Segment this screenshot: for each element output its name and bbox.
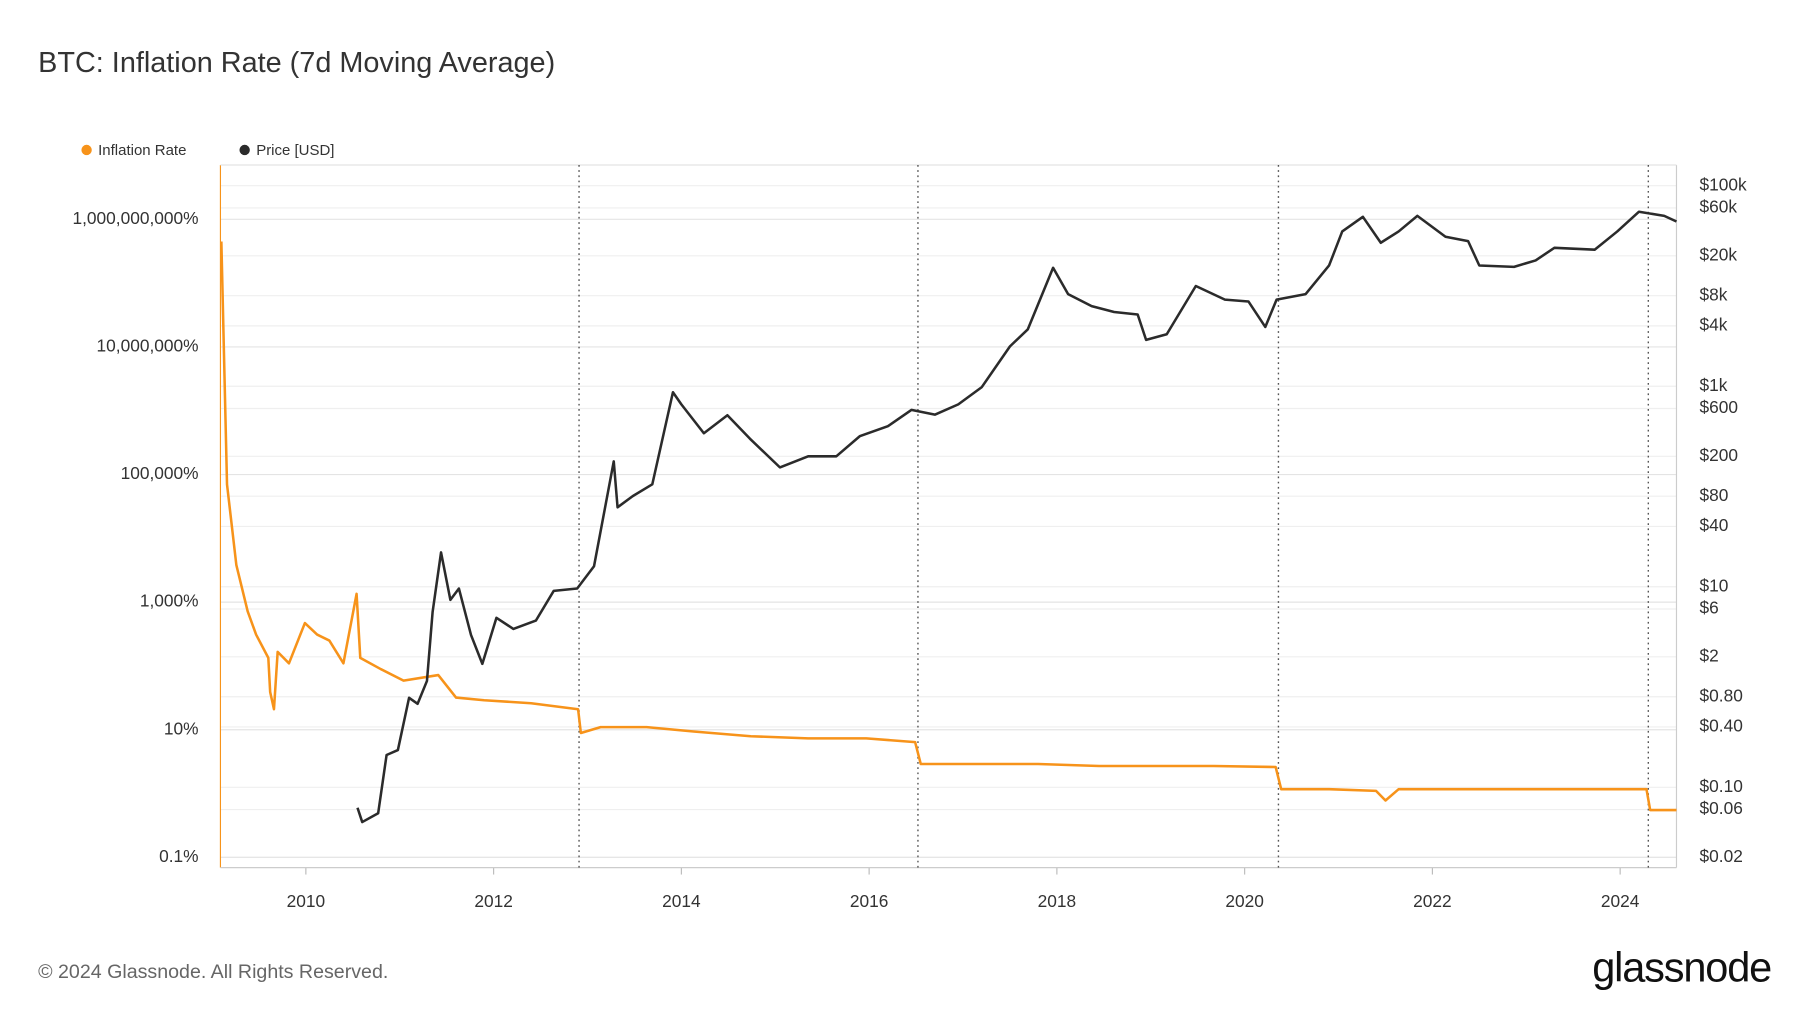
y-tick-label: 0.1% [159, 846, 198, 866]
y2-tick-label: $40 [1700, 515, 1729, 535]
y2-tick-label: $6 [1700, 598, 1719, 618]
x-tick-label: 2020 [1225, 891, 1263, 911]
chart-title: BTC: Inflation Rate (7d Moving Average) [38, 47, 555, 79]
y2-tick-label: $1k [1700, 375, 1728, 395]
y2-tick-label: $8k [1700, 284, 1728, 304]
x-tick-label: 2022 [1413, 891, 1451, 911]
y-tick-label: 10,000,000% [97, 335, 199, 355]
x-tick-label: 2014 [662, 891, 701, 911]
y2-tick-label: $600 [1700, 397, 1738, 417]
y2-tick-label: $0.40 [1700, 715, 1743, 735]
y-tick-label: 1,000,000,000% [73, 208, 199, 228]
x-tick-label: 2024 [1601, 891, 1640, 911]
legend-label: Inflation Rate [98, 142, 186, 159]
legend-marker [81, 144, 92, 156]
y2-tick-label: $0.02 [1700, 846, 1743, 866]
y-tick-label: 100,000% [121, 463, 199, 483]
y2-tick-label: $60k [1700, 197, 1738, 217]
brand-logo: glassnode [1592, 943, 1771, 990]
y2-tick-label: $80 [1700, 485, 1729, 505]
legend-marker [239, 144, 250, 156]
y2-tick-label: $2 [1700, 645, 1719, 665]
y2-tick-label: $100k [1700, 174, 1747, 194]
y2-tick-label: $200 [1700, 445, 1738, 465]
series-line [356, 210, 1678, 824]
y2-tick-label: $20k [1700, 244, 1738, 264]
x-tick-label: 2018 [1038, 891, 1076, 911]
y2-tick-label: $0.80 [1700, 685, 1743, 705]
legend-label: Price [USD] [256, 142, 334, 159]
y2-tick-label: $10 [1700, 575, 1729, 595]
y2-tick-label: $4k [1700, 314, 1728, 334]
x-tick-label: 2012 [474, 891, 512, 911]
x-tick-label: 2016 [850, 891, 888, 911]
series-line [220, 241, 1677, 812]
footer: © 2024 Glassnode. All Rights Reserved. [38, 961, 388, 983]
y-tick-label: 10% [164, 718, 199, 738]
y2-tick-label: $0.10 [1700, 776, 1743, 796]
x-tick-label: 2010 [287, 891, 325, 911]
y-tick-label: 1,000% [140, 591, 199, 611]
y2-tick-label: $0.06 [1700, 798, 1743, 818]
